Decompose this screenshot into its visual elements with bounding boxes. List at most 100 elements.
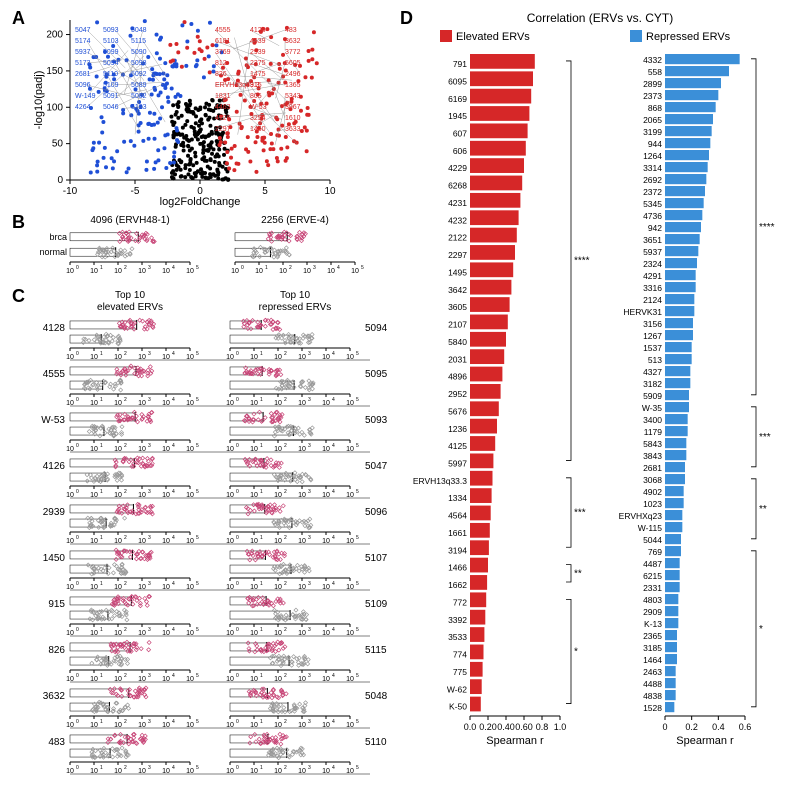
svg-text:0: 0 bbox=[57, 175, 63, 186]
svg-text:3182: 3182 bbox=[643, 379, 662, 389]
svg-text:10: 10 bbox=[346, 676, 354, 683]
svg-text:4896: 4896 bbox=[448, 372, 467, 382]
svg-text:4: 4 bbox=[172, 535, 175, 541]
svg-text:10: 10 bbox=[226, 676, 234, 683]
svg-text:2: 2 bbox=[284, 443, 287, 449]
svg-text:5044: 5044 bbox=[643, 535, 662, 545]
svg-text:10: 10 bbox=[250, 492, 258, 499]
svg-text:10: 10 bbox=[226, 400, 234, 407]
svg-text:3316: 3316 bbox=[643, 283, 662, 293]
svg-text:4: 4 bbox=[172, 443, 175, 449]
svg-text:3: 3 bbox=[148, 581, 151, 587]
svg-text:5094: 5094 bbox=[103, 60, 119, 67]
svg-text:10: 10 bbox=[346, 768, 354, 775]
svg-text:W-115: W-115 bbox=[638, 523, 663, 533]
svg-text:6215: 6215 bbox=[643, 571, 662, 581]
svg-text:10: 10 bbox=[250, 722, 258, 729]
svg-text:10: 10 bbox=[322, 676, 330, 683]
svg-text:2256 (ERVE-4): 2256 (ERVE-4) bbox=[261, 215, 329, 226]
svg-text:1: 1 bbox=[100, 489, 103, 495]
svg-text:1365: 1365 bbox=[285, 82, 301, 89]
svg-text:0.6: 0.6 bbox=[739, 722, 752, 732]
svg-text:****: **** bbox=[574, 256, 590, 267]
svg-text:3: 3 bbox=[308, 673, 311, 679]
svg-text:2: 2 bbox=[124, 489, 127, 495]
svg-text:5123: 5123 bbox=[131, 104, 147, 111]
svg-text:5115: 5115 bbox=[365, 645, 387, 656]
svg-text:5047: 5047 bbox=[365, 461, 388, 472]
svg-text:5046: 5046 bbox=[103, 104, 119, 111]
svg-text:1: 1 bbox=[260, 535, 263, 541]
svg-text:5095: 5095 bbox=[365, 369, 388, 380]
svg-text:2: 2 bbox=[124, 765, 127, 771]
svg-text:5343: 5343 bbox=[285, 93, 301, 100]
svg-text:4332: 4332 bbox=[643, 55, 662, 65]
svg-text:K-50: K-50 bbox=[449, 702, 467, 712]
svg-text:0: 0 bbox=[76, 535, 79, 541]
svg-text:-10: -10 bbox=[63, 186, 78, 197]
svg-text:1: 1 bbox=[260, 351, 263, 357]
svg-text:150: 150 bbox=[46, 66, 63, 77]
svg-text:775: 775 bbox=[453, 667, 467, 677]
svg-text:**: ** bbox=[574, 568, 582, 579]
svg-text:2: 2 bbox=[284, 765, 287, 771]
svg-text:10: 10 bbox=[322, 446, 330, 453]
svg-text:944: 944 bbox=[648, 139, 662, 149]
svg-text:4096 (ERVH48-1): 4096 (ERVH48-1) bbox=[90, 215, 169, 226]
svg-text:4: 4 bbox=[172, 351, 175, 357]
svg-text:3: 3 bbox=[308, 443, 311, 449]
svg-text:2: 2 bbox=[284, 351, 287, 357]
svg-text:10: 10 bbox=[298, 584, 306, 591]
svg-text:3156: 3156 bbox=[643, 319, 662, 329]
svg-text:1: 1 bbox=[260, 765, 263, 771]
svg-text:Top 10: Top 10 bbox=[115, 290, 145, 301]
svg-text:200: 200 bbox=[46, 30, 63, 41]
svg-text:10: 10 bbox=[274, 768, 282, 775]
svg-text:0: 0 bbox=[236, 581, 239, 587]
svg-text:1: 1 bbox=[260, 443, 263, 449]
svg-text:10: 10 bbox=[274, 492, 282, 499]
svg-text:4: 4 bbox=[332, 397, 335, 403]
svg-text:3: 3 bbox=[308, 351, 311, 357]
svg-text:4: 4 bbox=[172, 673, 175, 679]
svg-text:10: 10 bbox=[226, 446, 234, 453]
svg-text:4125: 4125 bbox=[448, 441, 467, 451]
panel-a-ylabel: -log10(padj) bbox=[33, 71, 45, 130]
svg-text:10: 10 bbox=[298, 400, 306, 407]
svg-text:3: 3 bbox=[308, 765, 311, 771]
svg-text:10: 10 bbox=[346, 538, 354, 545]
svg-text:4: 4 bbox=[332, 535, 335, 541]
panel-b-stripplots: 4096 (ERVH48-1)brcanormal100101102103104… bbox=[30, 215, 370, 285]
svg-text:1466: 1466 bbox=[448, 563, 467, 573]
svg-text:4: 4 bbox=[172, 719, 175, 725]
svg-text:5048: 5048 bbox=[131, 27, 147, 34]
svg-text:0: 0 bbox=[241, 265, 244, 271]
svg-text:2065: 2065 bbox=[643, 115, 662, 125]
svg-text:***: *** bbox=[574, 508, 586, 519]
svg-text:4555: 4555 bbox=[215, 27, 231, 34]
svg-text:1661: 1661 bbox=[448, 528, 467, 538]
svg-text:0: 0 bbox=[76, 351, 79, 357]
svg-text:10: 10 bbox=[231, 268, 239, 275]
svg-text:4488: 4488 bbox=[643, 679, 662, 689]
svg-text:5: 5 bbox=[356, 489, 359, 495]
svg-text:0: 0 bbox=[76, 265, 79, 271]
svg-text:3068: 3068 bbox=[643, 475, 662, 485]
svg-text:ERVH13q33.3: ERVH13q33.3 bbox=[413, 476, 467, 486]
svg-text:2: 2 bbox=[124, 397, 127, 403]
svg-text:2: 2 bbox=[124, 351, 127, 357]
svg-text:5909: 5909 bbox=[643, 391, 662, 401]
svg-text:Spearman r: Spearman r bbox=[486, 735, 544, 747]
svg-text:10: 10 bbox=[274, 722, 282, 729]
svg-text:10: 10 bbox=[279, 268, 287, 275]
svg-text:10: 10 bbox=[298, 354, 306, 361]
svg-text:10: 10 bbox=[322, 768, 330, 775]
svg-text:607: 607 bbox=[453, 129, 467, 139]
svg-text:****: **** bbox=[759, 222, 775, 233]
svg-text:***: *** bbox=[759, 432, 771, 443]
svg-text:3769: 3769 bbox=[215, 49, 231, 56]
svg-text:brca: brca bbox=[49, 232, 67, 242]
svg-text:W-149: W-149 bbox=[75, 93, 96, 100]
svg-text:2: 2 bbox=[124, 535, 127, 541]
svg-text:2: 2 bbox=[124, 443, 127, 449]
